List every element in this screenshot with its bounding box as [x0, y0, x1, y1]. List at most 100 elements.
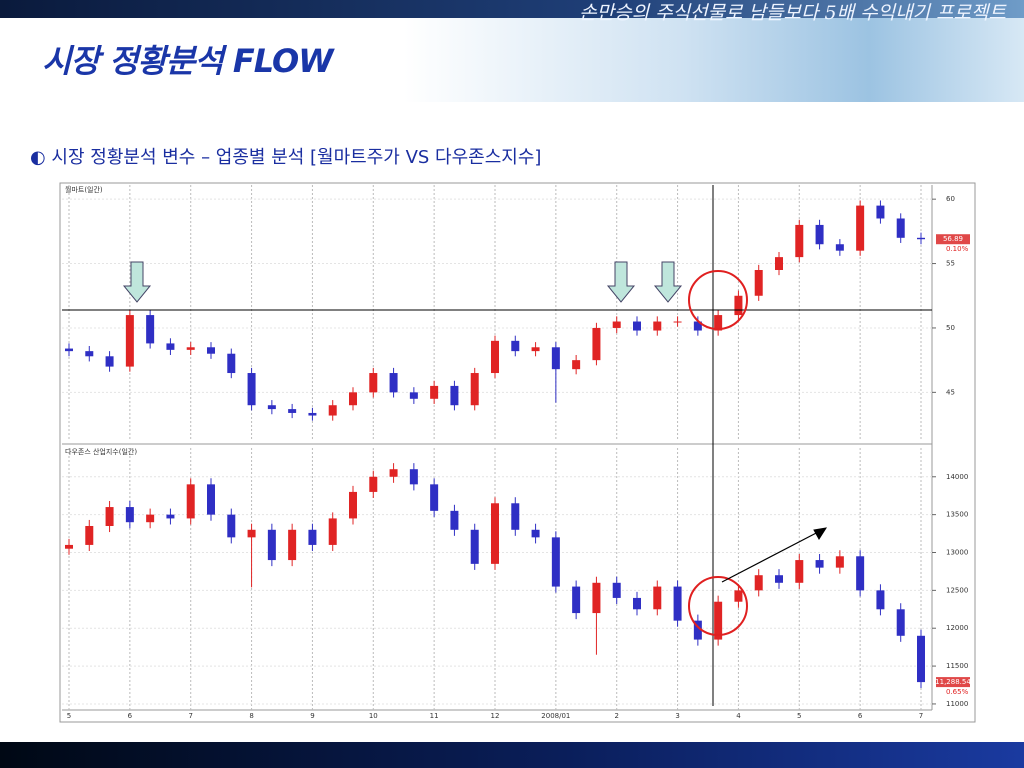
y-tick-label: 45: [946, 388, 955, 396]
x-tick-label: 7: [919, 712, 923, 720]
x-tick-label: 9: [310, 712, 314, 720]
candle-body: [511, 340, 520, 352]
change-label: 0.65%: [946, 688, 969, 696]
down-arrow: [122, 261, 152, 303]
candle-body: [369, 476, 378, 492]
candle-body: [795, 224, 804, 258]
candle-body: [186, 347, 195, 350]
x-tick-label: 5: [797, 712, 801, 720]
footer-bar: [0, 742, 1024, 768]
candle-body: [775, 257, 783, 270]
x-tick-label: 2: [614, 712, 618, 720]
candle-body: [917, 635, 925, 683]
slide-title: 시장 정황분석 FLOW: [42, 42, 334, 80]
candle-body: [612, 321, 621, 328]
header-decoration: [404, 18, 1024, 102]
candle-body: [267, 529, 276, 561]
top-bar: [0, 0, 1024, 18]
candle-body: [815, 224, 824, 245]
candle-body: [835, 244, 844, 251]
candle-body: [85, 351, 94, 357]
candle-body: [450, 510, 459, 530]
x-tick-label: 12: [491, 712, 500, 720]
panel-title: 다우존스 산업지수(일간): [65, 447, 137, 456]
heading: ◐ 시장 정황분석 변수 – 업종별 분석 [월마트주가 VS 다우존스지수]: [30, 147, 542, 168]
change-label: 0.10%: [946, 245, 969, 253]
x-tick-label: 3: [675, 712, 679, 720]
y-tick-label: 12000: [946, 624, 968, 632]
y-tick-label: 55: [946, 260, 955, 268]
last-price-box: [936, 677, 970, 688]
y-tick-label: 11500: [946, 662, 968, 670]
candle-body: [592, 582, 601, 614]
candle-body: [633, 597, 641, 610]
trend-arrow: [721, 529, 823, 583]
candle-body: [288, 529, 297, 561]
candle-body: [308, 412, 317, 416]
candle-body: [734, 590, 743, 602]
candle-body: [896, 609, 905, 636]
highlight-circle: [688, 576, 748, 636]
panel-title: 월마트(일간): [65, 185, 103, 194]
chart-frame: [59, 182, 976, 723]
candle-body: [633, 321, 641, 331]
candle-body: [714, 601, 723, 640]
candle-body: [775, 575, 783, 583]
candle-body: [491, 503, 499, 564]
candle-body: [288, 409, 297, 413]
candle-body: [328, 518, 337, 545]
candle-body: [572, 586, 581, 614]
candle-body: [673, 321, 682, 323]
candle-body: [227, 353, 236, 374]
candle-body: [511, 503, 520, 530]
banner: 손만승의 주식선물로 남들보다 5배 수익내기 프로젝트: [579, 2, 1006, 24]
candle-body: [105, 356, 114, 367]
candle-body: [186, 484, 195, 519]
x-tick-label: 6: [128, 712, 133, 720]
y-tick-label: 11000: [946, 700, 968, 708]
candle-body: [551, 347, 560, 370]
y-tick-label: 50: [946, 324, 955, 332]
x-tick-label: 4: [736, 712, 741, 720]
candle-body: [166, 514, 175, 519]
y-tick-label: 13000: [946, 548, 968, 556]
candle-body: [227, 514, 236, 538]
candle-body: [409, 392, 418, 399]
candle-body: [267, 405, 276, 410]
candle-body: [430, 385, 439, 399]
candle-body: [430, 484, 439, 511]
candle-body: [308, 529, 317, 545]
candle-body: [653, 586, 662, 610]
candle-body: [389, 373, 398, 393]
y-tick-label: 12500: [946, 586, 968, 594]
x-tick-label: 7: [188, 712, 192, 720]
candle-body: [125, 507, 134, 523]
y-tick-label: 13500: [946, 511, 968, 519]
candle-body: [795, 560, 804, 583]
x-tick-label: 2008/01: [541, 712, 570, 720]
candle-body: [693, 321, 702, 331]
candle-body: [65, 544, 73, 549]
candle-body: [247, 373, 256, 406]
candle-body: [531, 347, 540, 352]
candle-body: [876, 205, 885, 219]
x-tick-label: 10: [369, 712, 378, 720]
down-arrow: [653, 261, 683, 303]
candle-body: [856, 205, 865, 251]
candle-body: [85, 525, 94, 545]
candle-body: [876, 590, 885, 610]
candle-body: [349, 491, 357, 519]
last-price-label: 56.89: [943, 235, 963, 243]
candle-body: [65, 348, 73, 352]
candle-body: [754, 575, 763, 591]
highlight-circle: [688, 270, 748, 330]
candle-body: [207, 347, 215, 354]
candle-body: [917, 237, 925, 240]
candle-body: [207, 484, 215, 515]
candle-body: [105, 507, 114, 526]
x-tick-label: 5: [67, 712, 71, 720]
candle-body: [450, 385, 459, 406]
last-price-box: [936, 234, 970, 245]
candle-body: [531, 529, 540, 538]
